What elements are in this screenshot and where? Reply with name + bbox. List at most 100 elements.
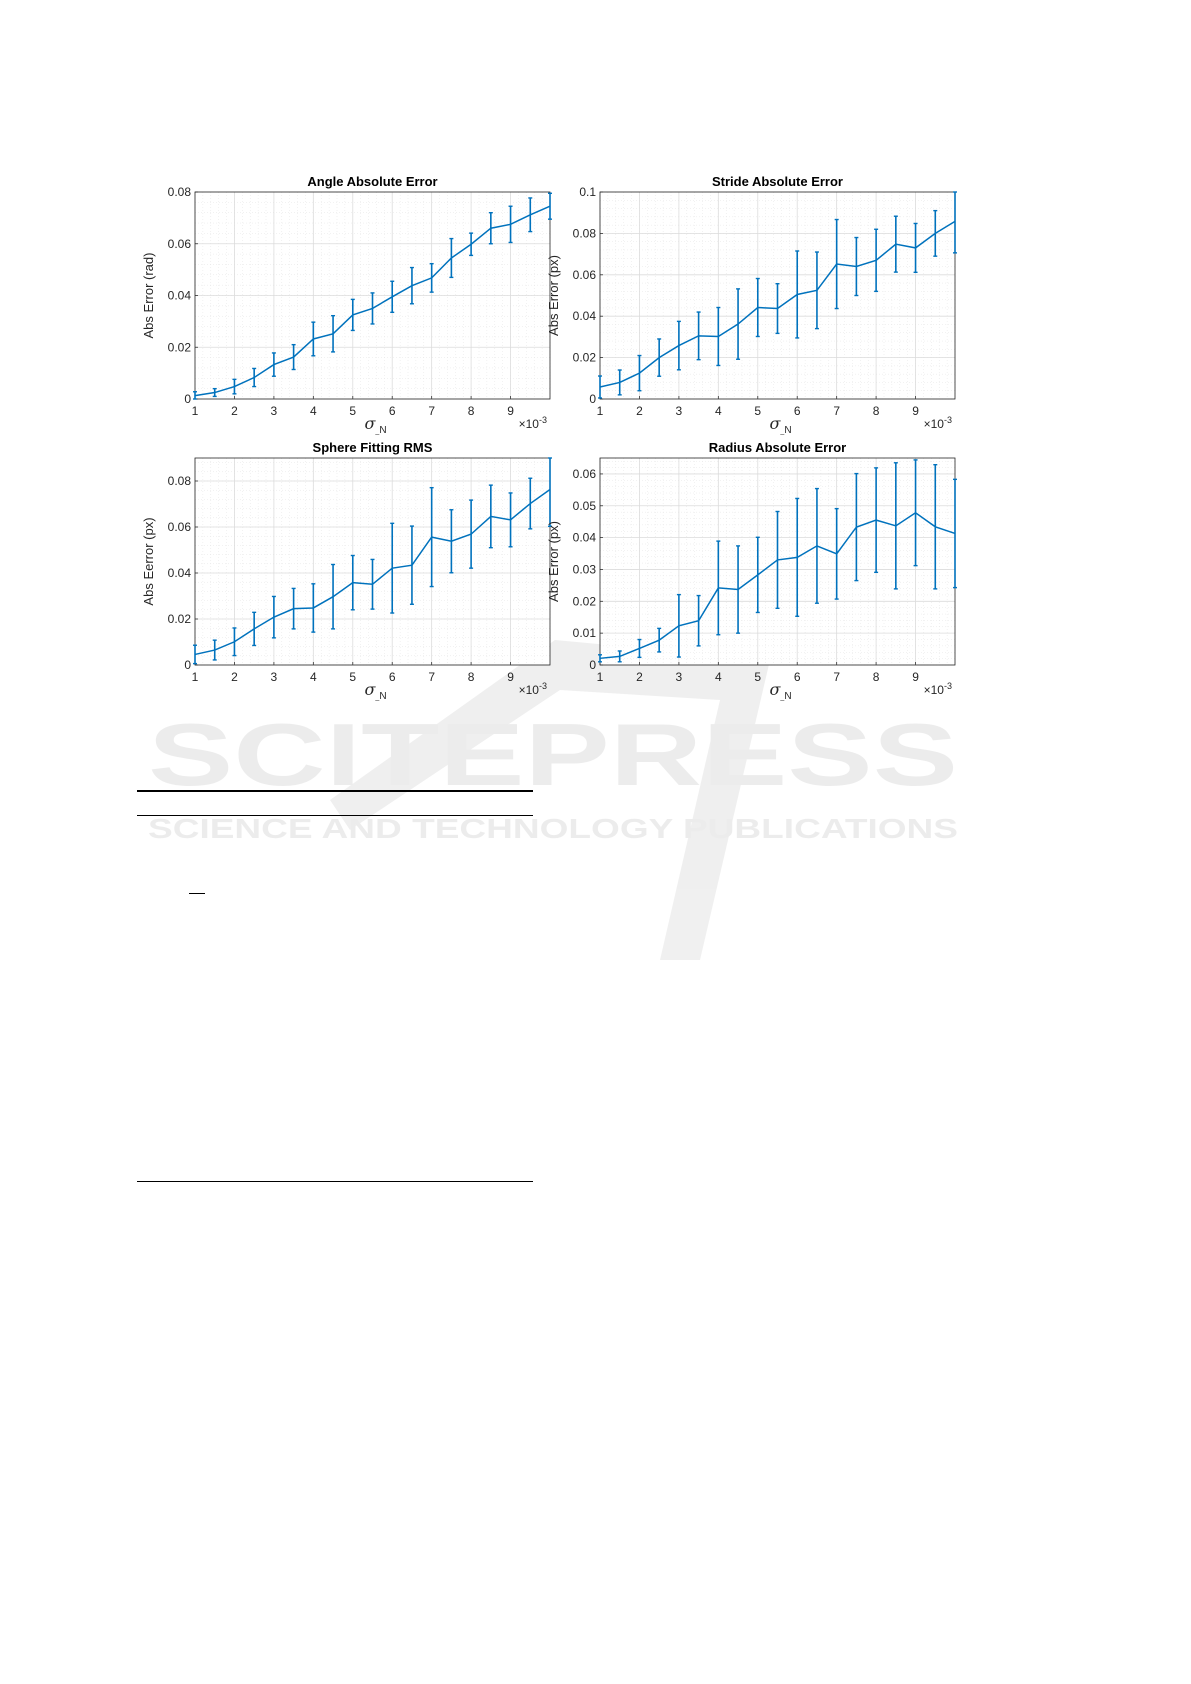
chart-1: 1 2 3 4 5 6 7 8 9 0 0.02 0.04 0.06 0.08 Angle Absolute…: [141, 174, 552, 436]
chart-3: 1 2 3 4 5 6 7 8 9 0 0.02 0.04 0.06 0.08 Sphere Fitting…: [141, 440, 552, 702]
table-header-rule: [137, 815, 533, 816]
x-axis-label-subscript: N: [379, 425, 386, 436]
x-tick-label: 1: [192, 670, 199, 684]
x-tick-label: 3: [676, 670, 683, 684]
x-axis-label-separator: _: [779, 428, 784, 435]
x-tick-label: 4: [715, 670, 722, 684]
x-axis-label-subscript: N: [379, 691, 386, 702]
x-axis-multiplier: ×10-3: [924, 681, 952, 697]
y-tick-label: 0.01: [573, 626, 597, 640]
y-axis-label: Abs Error (px): [546, 255, 561, 336]
y-tick-label: 0.04: [168, 289, 192, 303]
chart-title: Sphere Fitting RMS: [313, 440, 433, 455]
x-axis-label: σ_N: [365, 680, 387, 702]
chart-title: Angle Absolute Error: [307, 174, 437, 189]
x-tick-label: 9: [912, 670, 919, 684]
x-tick-label: 1: [192, 404, 199, 418]
y-tick-label: 0.1: [579, 185, 596, 199]
x-axis-label-subscript: N: [784, 691, 791, 702]
scitepress-watermark: SCITEPRESS SCIENCE AND TECHNOLOGY PUBLIC…: [148, 640, 958, 960]
series-line: [599, 511, 956, 660]
y-tick-label: 0.05: [573, 499, 597, 513]
x-axis-label-main: σ: [365, 414, 377, 433]
x-axis-label-separator: _: [374, 694, 379, 701]
y-tick-label: 0.08: [573, 226, 597, 240]
x-axis-label-main: σ: [770, 414, 782, 433]
y-tick-label: 0.04: [573, 531, 597, 545]
x-axis-multiplier-exponent: -3: [944, 681, 952, 691]
x-axis-multiplier: ×10-3: [519, 415, 547, 431]
x-tick-label: 9: [507, 670, 514, 684]
table-bottom-rule: [137, 1181, 533, 1182]
y-tick-label: 0.02: [168, 612, 192, 626]
y-tick-label: 0.04: [573, 309, 597, 323]
chart-4: 1 2 3 4 5 6 7 8 9 0 0.01 0.02 0.03 0.04 0.05 0.06 Radius…: [546, 440, 957, 702]
series-line: [194, 205, 551, 397]
x-tick-label: 8: [468, 670, 475, 684]
x-axis-label: σ_N: [365, 414, 387, 436]
y-tick-label: 0.03: [573, 562, 597, 576]
watermark-main-text: SCITEPRESS: [148, 705, 958, 804]
x-tick-label: 5: [349, 670, 356, 684]
x-tick-label: 2: [636, 404, 643, 418]
x-tick-label: 4: [715, 404, 722, 418]
x-tick-label: 6: [389, 670, 396, 684]
x-tick-label: 2: [636, 670, 643, 684]
x-axis-multiplier-exponent: -3: [944, 415, 952, 425]
x-tick-label: 8: [873, 404, 880, 418]
x-axis-label-separator: _: [779, 694, 784, 701]
x-tick-label: 4: [310, 404, 317, 418]
x-tick-label: 7: [833, 404, 840, 418]
x-tick-label: 6: [389, 404, 396, 418]
x-tick-label: 7: [428, 404, 435, 418]
x-axis-label-main: σ: [365, 680, 377, 699]
x-tick-label: 9: [912, 404, 919, 418]
x-tick-label: 6: [794, 404, 801, 418]
x-tick-label: 9: [507, 404, 514, 418]
y-tick-label: 0: [184, 392, 191, 406]
watermark-sub-text: SCIENCE AND TECHNOLOGY PUBLICATIONS: [148, 813, 958, 844]
x-tick-label: 5: [349, 404, 356, 418]
x-tick-label: 6: [794, 670, 801, 684]
x-tick-label: 1: [597, 404, 604, 418]
x-axis-label: σ_N: [770, 414, 792, 436]
x-axis-label-main: σ: [770, 680, 782, 699]
x-axis-multiplier-base: ×10: [519, 417, 540, 431]
y-tick-label: 0.08: [168, 185, 192, 199]
x-axis-multiplier-base: ×10: [924, 417, 945, 431]
x-tick-label: 7: [833, 670, 840, 684]
x-tick-label: 3: [271, 404, 278, 418]
x-tick-label: 8: [873, 670, 880, 684]
watermark-logo-shape: [330, 640, 770, 960]
x-axis-label-separator: _: [374, 428, 379, 435]
x-tick-label: 2: [231, 404, 238, 418]
y-axis-label: Abs Error (px): [546, 521, 561, 602]
x-tick-label: 3: [676, 404, 683, 418]
y-tick-label: 0.06: [168, 237, 192, 251]
x-tick-label: 2: [231, 670, 238, 684]
chart-title: Radius Absolute Error: [709, 440, 846, 455]
y-tick-label: 0.06: [168, 520, 192, 534]
y-tick-label: 0: [589, 392, 596, 406]
y-axis-label: Abs Eerror (px): [141, 517, 156, 605]
x-tick-label: 8: [468, 404, 475, 418]
x-axis-multiplier-exponent: -3: [539, 681, 547, 691]
y-tick-label: 0.02: [168, 340, 192, 354]
series-line: [194, 488, 551, 656]
y-tick-label: 0.02: [573, 351, 597, 365]
y-axis-label: Abs Error (rad): [141, 253, 156, 339]
y-tick-label: 0.06: [573, 268, 597, 282]
y-tick-label: 0.04: [168, 566, 192, 580]
x-tick-label: 7: [428, 670, 435, 684]
x-axis-label-subscript: N: [784, 425, 791, 436]
y-tick-label: 0.02: [573, 594, 597, 608]
y-tick-label: 0.06: [573, 467, 597, 481]
series-line: [599, 220, 956, 388]
y-tick-label: 0: [184, 658, 191, 672]
x-tick-label: 5: [754, 670, 761, 684]
axes-box: [599, 191, 956, 400]
x-axis-multiplier: ×10-3: [924, 415, 952, 431]
x-tick-label: 5: [754, 404, 761, 418]
axes-box: [194, 457, 551, 666]
x-axis-multiplier-base: ×10: [924, 683, 945, 697]
